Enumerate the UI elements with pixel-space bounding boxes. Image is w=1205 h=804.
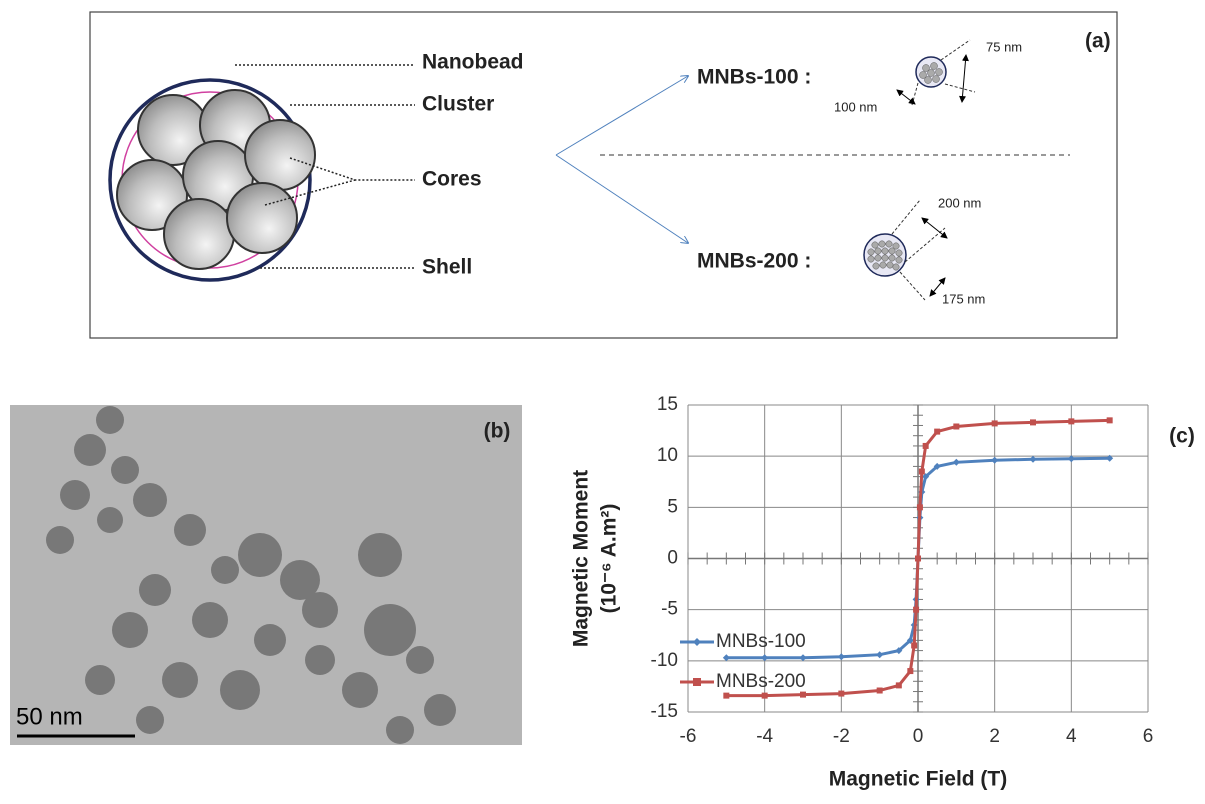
figure: Nanobead Cluster Cores Shell MNBs-100 : … <box>0 0 1205 799</box>
data-marker <box>919 469 925 475</box>
panel-c: -15 -10 -5 0 5 10 15 -6 -4 -2 0 2 4 6 MNBs-100 MNBs-200… <box>570 394 1195 791</box>
dimension-label: 200 nm <box>938 195 981 210</box>
part-label: Cores <box>422 168 482 191</box>
page: Nanobead Cluster Cores Shell MNBs-100 : … <box>0 0 1205 804</box>
bead-name: MNBs-200 : <box>697 250 811 273</box>
x-tick-label: 6 <box>1143 726 1154 747</box>
legend-marker <box>693 678 701 686</box>
data-marker <box>877 688 883 694</box>
part-label: Nanobead <box>422 51 524 74</box>
dimension-label: 175 nm <box>942 291 985 306</box>
x-axis-title: Magnetic Field (T) <box>829 768 1008 791</box>
panel-label: (b) <box>484 420 511 443</box>
data-marker <box>838 653 845 660</box>
data-marker <box>917 504 923 510</box>
data-marker <box>1068 418 1074 424</box>
data-marker <box>1030 419 1036 425</box>
data-marker <box>992 420 998 426</box>
panel-a: Nanobead Cluster Cores Shell MNBs-100 : … <box>90 12 1117 338</box>
y-tick-label: 5 <box>667 496 678 517</box>
y-tick-label: -10 <box>651 650 678 671</box>
y-tick-label: -5 <box>661 599 678 620</box>
data-marker <box>991 457 998 464</box>
y-axis-unit: (10⁻⁶ A.m²) <box>598 504 621 614</box>
scale-bar-label: 50 nm <box>16 703 83 730</box>
data-marker <box>761 654 768 661</box>
data-marker <box>1107 417 1113 423</box>
data-marker <box>800 654 807 661</box>
panel-label: (c) <box>1169 425 1195 448</box>
data-marker <box>800 692 806 698</box>
data-marker <box>907 668 913 674</box>
data-marker <box>723 693 729 699</box>
data-marker <box>953 423 959 429</box>
part-label: Shell <box>422 256 472 279</box>
data-marker <box>913 607 919 613</box>
legend-label: MNBs-200 <box>716 671 806 692</box>
y-tick-label: -15 <box>651 701 678 722</box>
data-marker <box>934 429 940 435</box>
panel-b: (b) 50 nm <box>10 405 522 745</box>
x-tick-label: 2 <box>989 726 1000 747</box>
y-tick-label: 10 <box>657 445 678 466</box>
data-marker <box>1030 456 1037 463</box>
data-marker <box>723 654 730 661</box>
data-marker <box>915 556 921 562</box>
y-axis-title: Magnetic Moment <box>570 470 593 647</box>
data-marker <box>953 459 960 466</box>
data-marker <box>923 443 929 449</box>
data-marker <box>838 691 844 697</box>
data-marker <box>911 642 917 648</box>
part-label: Cluster <box>422 93 494 116</box>
data-marker <box>762 693 768 699</box>
legend-label: MNBs-100 <box>716 631 806 652</box>
x-tick-label: -4 <box>756 726 773 747</box>
x-tick-label: 4 <box>1066 726 1077 747</box>
dimension-label: 75 nm <box>986 39 1022 54</box>
data-marker <box>896 682 902 688</box>
panel-label: (a) <box>1085 30 1111 53</box>
y-tick-label: 15 <box>657 394 678 415</box>
legend-marker <box>693 638 701 646</box>
x-tick-label: -6 <box>680 726 697 747</box>
dimension-label: 100 nm <box>834 99 877 114</box>
bead-name: MNBs-100 : <box>697 66 811 89</box>
y-tick-label: 0 <box>667 548 678 569</box>
x-tick-label: -2 <box>833 726 850 747</box>
x-tick-label: 0 <box>913 726 924 747</box>
data-marker <box>876 651 883 658</box>
